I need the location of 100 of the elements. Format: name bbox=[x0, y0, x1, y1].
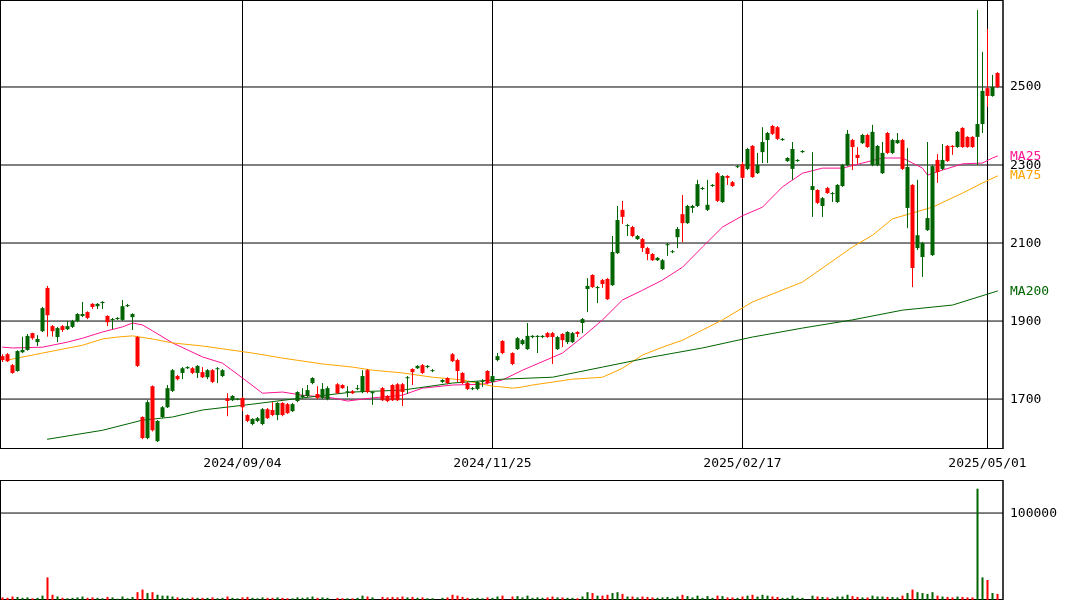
candlestick bbox=[880, 141, 885, 175]
x-tick-label: 2024/11/25 bbox=[453, 455, 532, 470]
bar bbox=[781, 597, 784, 600]
bar bbox=[886, 596, 889, 600]
candlestick bbox=[975, 9, 980, 166]
bar bbox=[966, 597, 969, 600]
bar bbox=[266, 597, 269, 600]
bar bbox=[196, 597, 199, 600]
candlestick bbox=[595, 285, 600, 304]
bar bbox=[851, 596, 854, 600]
bar bbox=[381, 596, 384, 600]
candlestick bbox=[850, 138, 855, 171]
candlestick bbox=[620, 200, 625, 225]
bar bbox=[661, 597, 664, 600]
bar bbox=[396, 597, 399, 600]
candlestick bbox=[585, 277, 590, 313]
candlestick bbox=[675, 226, 680, 249]
bar bbox=[971, 597, 974, 600]
bar bbox=[516, 596, 519, 600]
bar bbox=[21, 597, 24, 600]
bar bbox=[821, 596, 824, 600]
bar bbox=[16, 596, 19, 600]
candlestick bbox=[345, 385, 350, 398]
bar bbox=[36, 597, 39, 600]
bar bbox=[306, 597, 309, 600]
bar bbox=[386, 597, 389, 600]
candlestick bbox=[40, 306, 45, 333]
bar bbox=[201, 597, 204, 600]
bar bbox=[406, 597, 409, 600]
bar bbox=[321, 597, 324, 600]
bar bbox=[176, 597, 179, 600]
bar bbox=[721, 596, 724, 600]
bar bbox=[461, 596, 464, 600]
candlestick bbox=[820, 196, 825, 218]
bar bbox=[846, 594, 849, 600]
candlestick bbox=[605, 277, 610, 301]
bar bbox=[561, 597, 564, 600]
bar bbox=[51, 594, 54, 600]
candlestick bbox=[680, 194, 685, 243]
bar bbox=[706, 596, 709, 600]
bar bbox=[931, 592, 934, 600]
bar bbox=[991, 593, 994, 600]
y-tick-label: 1900 bbox=[1010, 312, 1042, 328]
bar bbox=[26, 597, 29, 600]
bar bbox=[441, 597, 444, 600]
bar bbox=[451, 594, 454, 600]
bar bbox=[911, 589, 914, 600]
bar bbox=[231, 597, 234, 600]
bar bbox=[146, 593, 149, 600]
candlestick bbox=[885, 131, 890, 155]
bar bbox=[556, 597, 559, 600]
bar bbox=[611, 593, 614, 600]
bar bbox=[981, 577, 984, 600]
bar bbox=[411, 596, 414, 600]
candlestick bbox=[360, 369, 365, 394]
bar bbox=[296, 597, 299, 600]
bar bbox=[276, 597, 279, 600]
candlestick bbox=[215, 366, 220, 384]
bar bbox=[241, 597, 244, 600]
candlestick bbox=[400, 382, 405, 407]
bar bbox=[76, 597, 79, 600]
bar bbox=[221, 597, 224, 600]
bar bbox=[211, 597, 214, 600]
bar bbox=[831, 597, 834, 600]
bar bbox=[136, 592, 139, 600]
bar bbox=[156, 594, 159, 600]
bar bbox=[476, 597, 479, 600]
candlestick bbox=[705, 179, 710, 212]
bar bbox=[546, 597, 549, 600]
bar bbox=[251, 597, 254, 600]
bar bbox=[191, 597, 194, 600]
bar bbox=[671, 597, 674, 600]
line-series bbox=[47, 290, 998, 440]
bar bbox=[701, 597, 704, 600]
bar bbox=[246, 596, 249, 600]
candlestick bbox=[935, 153, 940, 184]
bar bbox=[86, 597, 89, 600]
bar bbox=[571, 597, 574, 600]
candlestick bbox=[765, 131, 770, 164]
bar bbox=[491, 597, 494, 600]
bar bbox=[761, 594, 764, 600]
bar bbox=[106, 596, 109, 600]
bar bbox=[951, 597, 954, 600]
bar bbox=[726, 597, 729, 600]
bar bbox=[151, 592, 154, 600]
bar bbox=[421, 597, 424, 600]
bar bbox=[866, 597, 869, 600]
candlestick bbox=[990, 74, 995, 98]
bar bbox=[926, 593, 929, 600]
y-tick-label: 2500 bbox=[1010, 78, 1042, 94]
candlestick bbox=[745, 147, 750, 171]
bar bbox=[591, 593, 594, 600]
bar bbox=[796, 597, 799, 600]
bar bbox=[731, 597, 734, 600]
candlestick bbox=[365, 368, 370, 394]
bar bbox=[666, 596, 669, 600]
bar bbox=[616, 592, 619, 600]
x-tick-label: 2025/05/01 bbox=[948, 455, 1027, 470]
candlestick bbox=[455, 358, 460, 383]
bar bbox=[96, 597, 99, 600]
